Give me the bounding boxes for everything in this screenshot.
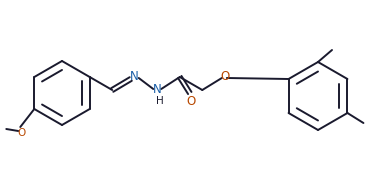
Text: O: O <box>17 128 26 138</box>
Text: N: N <box>153 83 162 96</box>
Text: O: O <box>186 95 195 108</box>
Text: H: H <box>156 96 164 106</box>
Text: O: O <box>220 70 229 83</box>
Text: N: N <box>130 70 139 83</box>
